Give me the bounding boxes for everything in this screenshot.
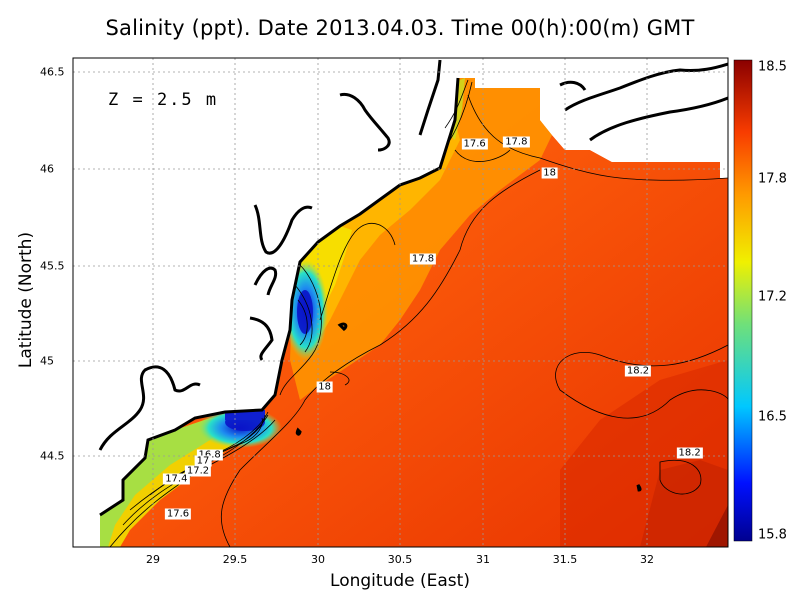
y-tick-label: 45 — [40, 354, 54, 368]
y-tick-label: 46.5 — [40, 65, 65, 79]
y-tick-label: 44.5 — [40, 449, 65, 463]
contour-label: 16.8 — [196, 449, 223, 461]
land-mass — [73, 58, 458, 547]
colorbar-tick-label: 17.8 — [758, 171, 787, 187]
x-tick-label: 30 — [311, 553, 325, 566]
x-tick-label: 32 — [640, 553, 654, 566]
contour-label: 17.2 — [184, 465, 212, 477]
map-title: Salinity (ppt). Date 2013.04.03. Time 00… — [105, 16, 695, 40]
y-tick-label: 46 — [40, 162, 54, 176]
contour-label: 17 — [194, 455, 212, 467]
x-tick-label: 31.5 — [552, 553, 578, 566]
contour-label: 18 — [316, 381, 334, 393]
contour-label: 17.6 — [164, 508, 192, 520]
plot-frame — [72, 57, 729, 548]
depth-label: Z = 2.5 m — [108, 90, 219, 110]
coastline — [98, 59, 728, 517]
contour-label: 17.6 — [461, 138, 488, 150]
contour-label: 17.8 — [503, 136, 530, 148]
colorbar-tick-label: 18.5 — [758, 59, 787, 75]
x-tick-label: 29 — [146, 553, 160, 566]
coastal-band — [290, 78, 552, 400]
colorbar-tick-label: 17.2 — [758, 289, 787, 305]
y-axis-label: Latitude (North) — [16, 231, 36, 369]
colorbar-tick-label: 16.5 — [758, 409, 787, 425]
x-tick-label: 31 — [476, 553, 490, 566]
contour-label: 18.2 — [624, 365, 652, 377]
x-tick-label: 29.5 — [222, 553, 248, 566]
x-axis-label: Longitude (East) — [330, 571, 470, 591]
colorbar-tick-label: 15.8 — [758, 527, 787, 543]
colorbar — [733, 59, 753, 542]
contour-label: 18.2 — [676, 447, 703, 459]
contour-label: 18 — [541, 167, 559, 179]
contour-label: 17.4 — [163, 473, 190, 485]
y-tick-label: 45.5 — [40, 259, 65, 273]
contour-label: 17.8 — [409, 253, 437, 265]
x-tick-label: 30.5 — [387, 553, 413, 566]
